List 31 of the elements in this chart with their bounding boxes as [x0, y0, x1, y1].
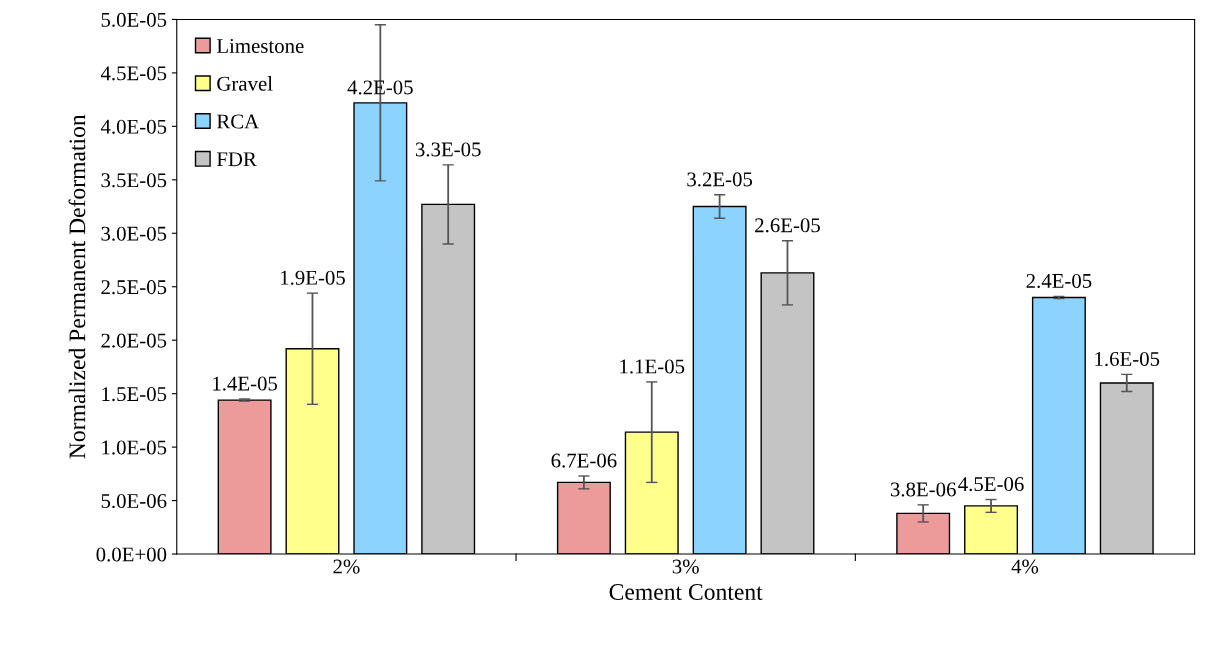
y-tick-label: 1.5E-05 [102, 387, 167, 402]
y-tick-label: 3.0E-05 [101, 226, 167, 241]
y-tick-label: 5.0E-06 [101, 493, 167, 509]
x-tick-label: 4% [1011, 559, 1039, 574]
y-tick-label: 1.0E-05 [102, 440, 167, 455]
x-axis-title: Cement Content [609, 584, 763, 600]
data-label: 3.3E-05 [415, 142, 481, 157]
y-tick-label: 0.0E+00 [96, 547, 167, 562]
legend-label: RCA [216, 114, 260, 129]
data-label: 3.2E-05 [687, 172, 753, 187]
y-tick-label: 4.5E-05 [100, 66, 167, 81]
x-tick-label: 2% [333, 559, 360, 574]
y-tick-label: 2.0E-05 [101, 333, 167, 348]
legend-label: Limestone [216, 38, 304, 53]
data-label: 3.8E-06 [890, 482, 956, 497]
data-label: 4.5E-06 [958, 477, 1024, 492]
data-label: 1.9E-05 [281, 270, 345, 285]
y-tick-label: 3.5E-05 [101, 173, 167, 188]
y-tick-label: 5.0E-05 [101, 12, 167, 27]
y-tick-label: 2.5E-05 [101, 280, 167, 295]
data-label: 1.4E-05 [213, 376, 278, 391]
y-axis-title: Normalized Permanent Deformation [68, 114, 86, 459]
legend-label: FDR [216, 152, 257, 167]
data-label: 1.1E-05 [620, 359, 685, 374]
x-tick-label: 3% [672, 559, 699, 574]
legend-label: Gravel [217, 76, 273, 91]
y-tick-label: 4.0E-05 [100, 119, 167, 134]
data-label: 2.6E-05 [755, 218, 820, 233]
data-label: 1.6E-05 [1095, 351, 1160, 367]
data-label: 6.7E-06 [551, 453, 617, 468]
data-label: 2.4E-05 [1026, 273, 1092, 289]
